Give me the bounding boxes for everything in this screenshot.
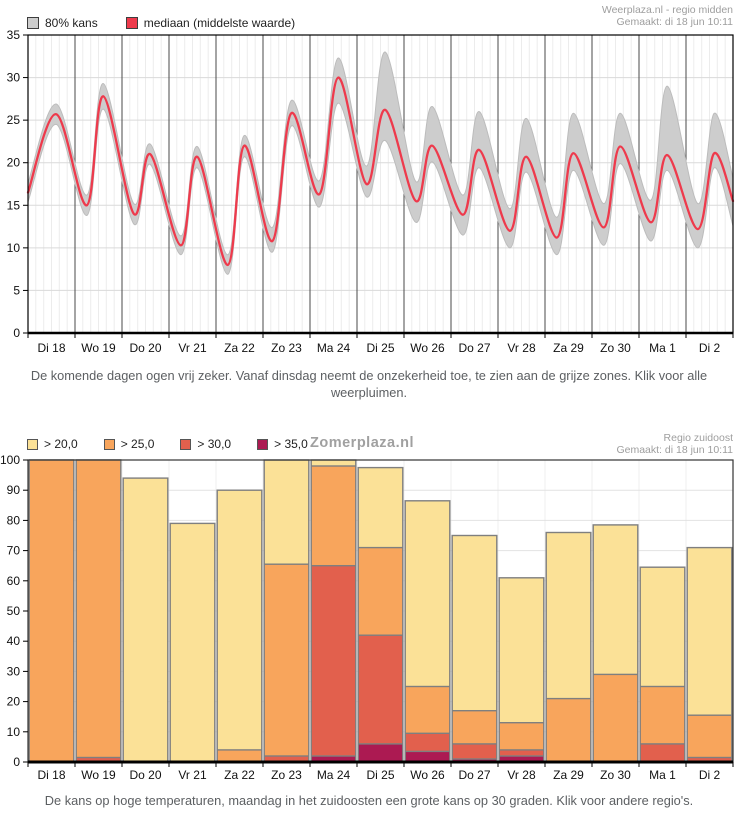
gt35-swatch-icon	[257, 438, 269, 450]
svg-text:Di 2: Di 2	[699, 768, 721, 782]
legend-item-gt20: > 20,0	[27, 437, 78, 451]
legend-label: > 35,0	[274, 437, 308, 451]
svg-text:100: 100	[0, 453, 20, 467]
svg-text:Za 29: Za 29	[553, 768, 584, 782]
svg-text:Wo 19: Wo 19	[81, 341, 116, 355]
watermark: Zomerplaza.nl	[310, 435, 414, 451]
chart2-legend: > 20,0 > 25,0 > 30,0 > 35,0	[27, 437, 334, 451]
svg-text:Zo 23: Zo 23	[271, 768, 302, 782]
svg-text:0: 0	[13, 326, 20, 340]
svg-text:30: 30	[7, 71, 21, 85]
gt30-swatch-icon	[180, 438, 192, 450]
band-swatch-icon	[27, 17, 39, 29]
legend-item-gt30: > 30,0	[180, 437, 231, 451]
svg-text:Vr 21: Vr 21	[178, 768, 207, 782]
chart1-caption: De komende dagen ogen vrij zeker. Vanaf …	[30, 368, 708, 400]
legend-label: mediaan (middelste waarde)	[143, 16, 296, 30]
gt25-swatch-icon	[103, 438, 115, 450]
svg-text:90: 90	[7, 483, 21, 497]
svg-text:Di 25: Di 25	[366, 341, 394, 355]
weerpluim-plot[interactable]: 0 5 10 15 20 25 30 35 Di 18 Wo 19 Do 20 Vr 21 Za 22 Z…	[0, 0, 738, 362]
svg-text:Do 27: Do 27	[458, 341, 490, 355]
svg-text:Ma 24: Ma 24	[317, 768, 351, 782]
svg-text:50: 50	[7, 604, 21, 618]
legend-label: 80% kans	[45, 16, 98, 30]
chart2-caption: De kans op hoge temperaturen, maandag in…	[44, 793, 694, 808]
svg-text:0: 0	[13, 755, 20, 769]
svg-text:20: 20	[7, 695, 21, 709]
svg-text:Do 27: Do 27	[458, 768, 490, 782]
svg-text:5: 5	[13, 283, 20, 297]
chart2-source-region: Regio zuidoost	[663, 432, 733, 444]
svg-text:Za 22: Za 22	[224, 341, 255, 355]
svg-text:Di 2: Di 2	[699, 341, 721, 355]
svg-text:10: 10	[7, 241, 21, 255]
svg-text:40: 40	[7, 634, 21, 648]
svg-text:Do 20: Do 20	[129, 341, 161, 355]
svg-text:Di 18: Di 18	[37, 341, 65, 355]
svg-text:Za 29: Za 29	[553, 341, 584, 355]
svg-text:Zo 23: Zo 23	[271, 341, 302, 355]
svg-text:Wo 26: Wo 26	[410, 768, 445, 782]
svg-text:20: 20	[7, 156, 21, 170]
chart2-source-generated: Gemaakt: di 18 jun 10:11	[616, 444, 733, 456]
gt20-swatch-icon	[27, 438, 38, 450]
svg-text:30: 30	[7, 664, 21, 678]
legend-label: > 20,0	[44, 437, 78, 451]
chart1-source-generated: Gemaakt: di 18 jun 10:11	[616, 16, 733, 28]
legend-item-mediaan: mediaan (middelste waarde)	[125, 16, 296, 30]
legend-label: > 30,0	[197, 437, 232, 451]
svg-text:Zo 30: Zo 30	[600, 341, 631, 355]
kans-bars-plot[interactable]: 0 10 20 30 40 50 60 70 80 90 100 Di 18 Wo 19 Do 20 Vr …	[0, 430, 738, 788]
svg-text:Di 25: Di 25	[366, 768, 394, 782]
chart1-legend: 80% kans mediaan (middelste waarde)	[27, 16, 323, 30]
legend-label: > 25,0	[120, 437, 155, 451]
svg-text:Wo 19: Wo 19	[81, 768, 116, 782]
svg-text:Vr 28: Vr 28	[507, 341, 536, 355]
svg-text:Za 22: Za 22	[224, 768, 255, 782]
svg-text:25: 25	[7, 113, 21, 127]
chart2-source: Regio zuidoost Gemaakt: di 18 jun 10:11	[616, 432, 733, 456]
svg-text:Ma 1: Ma 1	[649, 341, 676, 355]
svg-text:Vr 28: Vr 28	[507, 768, 536, 782]
svg-text:Ma 1: Ma 1	[649, 768, 676, 782]
svg-text:Do 20: Do 20	[129, 768, 161, 782]
svg-text:Di 18: Di 18	[37, 768, 65, 782]
chart1-source: Weerplaza.nl - regio midden Gemaakt: di …	[602, 4, 733, 28]
svg-text:Vr 21: Vr 21	[178, 341, 207, 355]
svg-text:10: 10	[7, 725, 21, 739]
svg-text:Ma 24: Ma 24	[317, 341, 351, 355]
svg-text:35: 35	[7, 28, 21, 42]
median-swatch-icon	[125, 17, 138, 29]
legend-item-80pct: 80% kans	[27, 16, 98, 30]
legend-item-gt35: > 35,0	[257, 437, 308, 451]
svg-text:15: 15	[7, 198, 21, 212]
svg-text:80: 80	[7, 513, 21, 527]
legend-item-gt25: > 25,0	[103, 437, 155, 451]
svg-text:Zo 30: Zo 30	[600, 768, 631, 782]
svg-text:Wo 26: Wo 26	[410, 341, 445, 355]
chart1-source-site: Weerplaza.nl - regio midden	[601, 4, 733, 16]
svg-text:60: 60	[7, 574, 21, 588]
svg-text:70: 70	[7, 544, 21, 558]
